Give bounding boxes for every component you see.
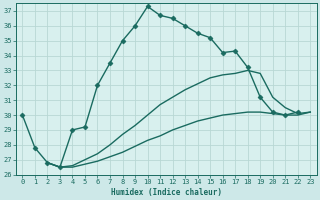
X-axis label: Humidex (Indice chaleur): Humidex (Indice chaleur)	[111, 188, 222, 197]
